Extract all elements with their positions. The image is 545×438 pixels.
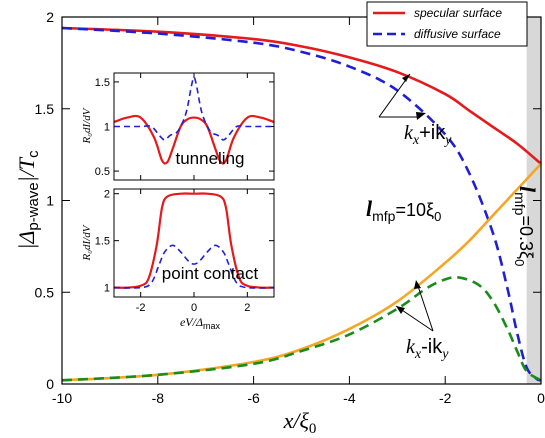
x-tick-label-3: -4 — [343, 390, 356, 406]
label-lmfp-short: lmfp=0.3ξ0 — [512, 186, 540, 266]
x-title-main: x/ξ — [283, 408, 310, 433]
inset-point-contact-x-tick-label-0: -2 — [136, 302, 146, 314]
series-diffusive-minus-line — [61, 275, 542, 382]
main-plot: -10 -8 -6 -4 -2 0 0 0.5 1 1.5 2 — [35, 9, 545, 406]
y-tick-label-2: 1 — [46, 193, 54, 209]
y-title-sub: p-wave — [25, 182, 42, 230]
y-title-prefix: |Δ — [14, 231, 39, 250]
series-diffusive-plus-line — [61, 26, 542, 382]
series-specular-plus-line — [61, 26, 542, 165]
legend-box — [366, 1, 528, 47]
inset-tunneling: 0.5 1 1.5 tunneling R₀dI/dV — [81, 72, 275, 181]
inset-point-contact-ticks: -2 0 2 1 1.5 2 — [95, 189, 274, 314]
x-axis-title: x/ξ0 — [283, 408, 317, 437]
y-tick-label-4: 2 — [46, 9, 54, 25]
annotation-kx-plus-iky: kx+iky — [378, 73, 452, 148]
inset-point-contact-frame — [113, 188, 275, 298]
y-tick-label-0: 0 — [46, 376, 54, 392]
x-tick-label-2: -6 — [247, 390, 260, 406]
x-tick-label-0: -10 — [52, 390, 72, 406]
svg-text:|Δp-wave|/Tc: |Δp-wave|/Tc — [14, 150, 42, 250]
series-specular-minus-line — [61, 162, 542, 382]
inset-tunneling-series — [113, 76, 275, 165]
legend: specular surface diffusive surface — [366, 1, 528, 47]
inset-tunneling-frame — [113, 72, 275, 181]
y-tick-label-3: 1.5 — [35, 101, 55, 117]
y-title-sub2: c — [25, 150, 42, 158]
inset-point-contact: -2 0 2 1 1.5 2 point contact R₀dI/dV eV/Δmax — [81, 188, 275, 331]
x-title-sub: 0 — [309, 421, 317, 437]
inset-point-contact-specular-line — [113, 192, 275, 289]
x-tick-label-1: -8 — [152, 390, 165, 406]
inset-point-contact-diffusive-line — [113, 244, 275, 289]
arrowhead-plus-specular — [402, 74, 410, 82]
inset-tunneling-y-tick-label-1: 1 — [104, 122, 110, 134]
label-lmfp-long: lmfp=10ξ0 — [366, 196, 441, 224]
label-kx-plus-iky: kx+iky — [404, 122, 452, 148]
inset-point-contact-ylabel-group: R₀dI/dV — [81, 224, 93, 261]
inset-tunneling-title: tunneling — [175, 149, 244, 168]
arrow-plus-specular — [378, 73, 411, 118]
main-series-group — [61, 26, 542, 382]
main-plot-frame — [61, 16, 542, 385]
legend-label-specular: specular surface — [414, 6, 502, 20]
arrowhead-plus-diffusive — [416, 112, 426, 120]
inset-point-contact-y-tick-label-1: 1.5 — [95, 236, 110, 248]
arrowhead-minus-solid — [414, 280, 421, 289]
inset-point-contact-title: point contact — [162, 264, 259, 283]
y-title-suffix: |/T — [14, 156, 39, 182]
inset-point-contact-series — [113, 192, 275, 289]
inset-point-contact-x-tick-label-2: 2 — [244, 302, 250, 314]
svg-text:lmfp=0.3ξ0: lmfp=0.3ξ0 — [512, 186, 540, 266]
main-axis-ticks: -10 -8 -6 -4 -2 0 0 0.5 1 1.5 2 — [35, 9, 545, 406]
inset-xlabel: eV/Δmax — [180, 315, 221, 331]
inset-point-contact-x-tick-label-1: 0 — [191, 302, 197, 314]
x-tick-label-4: -2 — [439, 390, 452, 406]
inset-point-contact-y-tick-label-2: 2 — [104, 189, 110, 201]
arrowhead-minus-dashed — [396, 306, 405, 314]
inset-tunneling-y-tick-label-2: 1.5 — [95, 77, 110, 89]
inset-point-contact-bg — [114, 189, 274, 297]
inset-point-contact-y-tick-label-0: 1 — [104, 283, 110, 295]
inset-tunneling-specular-line — [113, 114, 275, 165]
inset-tunneling-ylabel: R₀dI/dV — [81, 107, 93, 144]
y-axis-title: |Δp-wave|/Tc — [14, 150, 42, 250]
x-tick-label-5: 0 — [537, 390, 545, 406]
inset-point-contact-ylabel: R₀dI/dV — [81, 224, 93, 261]
annotation-kx-minus-iky: kx-iky — [395, 280, 449, 362]
legend-label-diffusive: diffusive surface — [414, 27, 501, 41]
label-kx-minus-iky: kx-iky — [406, 336, 449, 362]
y-tick-label-1: 0.5 — [35, 284, 55, 300]
inset-tunneling-ylabel-group: R₀dI/dV — [81, 107, 93, 144]
arrow-minus-solid — [417, 285, 434, 332]
inset-tunneling-y-tick-label-0: 0.5 — [95, 166, 110, 178]
